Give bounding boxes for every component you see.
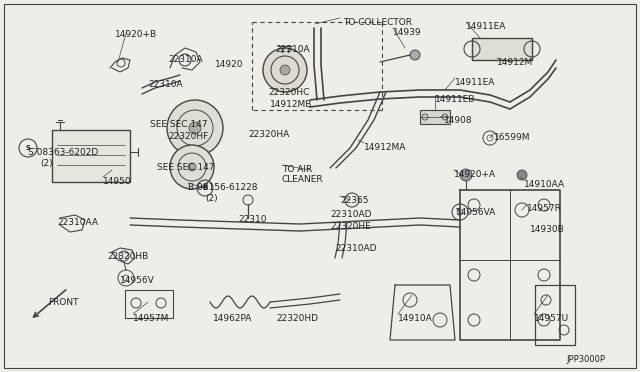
Circle shape	[410, 50, 420, 60]
Text: 22310AA: 22310AA	[57, 218, 98, 227]
Text: 14908: 14908	[444, 116, 472, 125]
Text: 14910A: 14910A	[398, 314, 433, 323]
Text: 22365: 22365	[340, 196, 369, 205]
Circle shape	[188, 163, 196, 171]
Text: 22320HA: 22320HA	[248, 130, 289, 139]
Bar	[420, 110, 450, 124]
Circle shape	[189, 122, 201, 134]
Text: 16599M: 16599M	[494, 133, 531, 142]
Text: 22310AD: 22310AD	[330, 210, 371, 219]
Text: 14956VA: 14956VA	[456, 208, 496, 217]
Text: 14910AA: 14910AA	[524, 180, 565, 189]
Text: 14920: 14920	[215, 60, 243, 69]
Text: 22320HC: 22320HC	[268, 88, 309, 97]
Text: 14939: 14939	[393, 28, 422, 37]
Text: TO COLLECTOR: TO COLLECTOR	[343, 18, 412, 27]
Text: 14912MA: 14912MA	[364, 143, 406, 152]
Text: (2): (2)	[205, 194, 218, 203]
Bar	[472, 38, 532, 60]
Circle shape	[517, 170, 527, 180]
Circle shape	[280, 65, 290, 75]
Text: 14920+A: 14920+A	[454, 170, 496, 179]
Text: CLEANER: CLEANER	[282, 175, 324, 184]
Text: 22320HF: 22320HF	[168, 132, 208, 141]
Text: S: S	[26, 145, 31, 151]
Text: 14950: 14950	[103, 177, 132, 186]
Text: 14920+B: 14920+B	[115, 30, 157, 39]
Circle shape	[263, 48, 307, 92]
Text: 22310A: 22310A	[275, 45, 310, 54]
Text: 22320HB: 22320HB	[107, 252, 148, 261]
Text: 14962PA: 14962PA	[213, 314, 252, 323]
Text: B: B	[202, 185, 207, 191]
Text: 22310: 22310	[238, 215, 266, 224]
Text: SEE SEC.147: SEE SEC.147	[150, 120, 207, 129]
Text: JPP3000P: JPP3000P	[566, 355, 605, 364]
Text: 14957R: 14957R	[527, 204, 562, 213]
Text: 22310A: 22310A	[168, 55, 203, 64]
Text: B 08156-61228: B 08156-61228	[188, 183, 257, 192]
Text: 22320HD: 22320HD	[276, 314, 318, 323]
Text: SEE SEC.147: SEE SEC.147	[157, 163, 214, 172]
Circle shape	[460, 169, 472, 181]
Text: TO AIR: TO AIR	[282, 165, 312, 174]
Text: S 08363-6202D: S 08363-6202D	[28, 148, 99, 157]
Text: 14957U: 14957U	[534, 314, 569, 323]
Bar	[52, 130, 130, 182]
Text: FRONT: FRONT	[48, 298, 79, 307]
Circle shape	[170, 145, 214, 189]
Text: 22310A: 22310A	[148, 80, 182, 89]
Text: 14930B: 14930B	[530, 225, 564, 234]
Text: 22310AD: 22310AD	[335, 244, 376, 253]
Text: 14911EB: 14911EB	[435, 95, 476, 104]
Text: 14912MB: 14912MB	[270, 100, 312, 109]
Bar	[125, 290, 173, 318]
Circle shape	[167, 100, 223, 156]
Text: 14911EA: 14911EA	[466, 22, 506, 31]
Text: 14911EA: 14911EA	[455, 78, 495, 87]
Text: 14912M: 14912M	[497, 58, 533, 67]
Text: 22320HE: 22320HE	[330, 222, 371, 231]
Text: (2): (2)	[40, 159, 52, 168]
Text: 14957M: 14957M	[133, 314, 170, 323]
Text: 14956V: 14956V	[120, 276, 155, 285]
